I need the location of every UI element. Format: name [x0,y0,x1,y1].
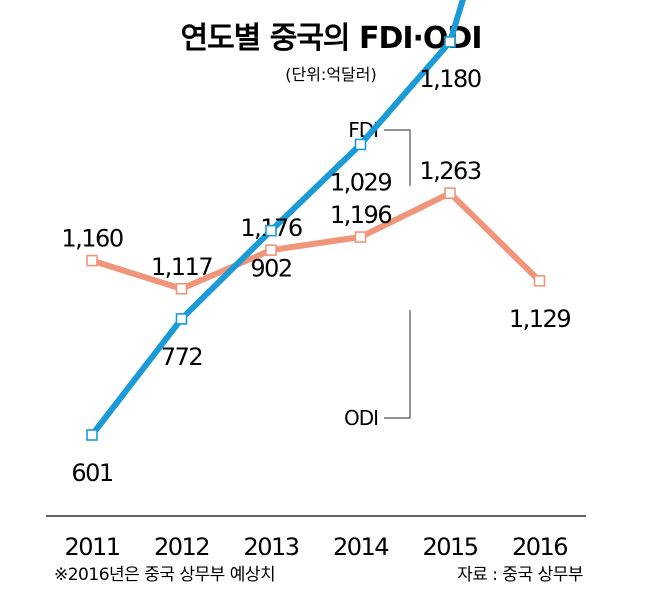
odi-series-line [89,0,466,438]
fdi-label-2011: 1,160 [61,225,122,253]
x-axis-ticks: 2011 2012 2013 2014 2015 2016 [64,533,568,561]
fdi-series-line [89,190,543,292]
odi-legend-label: ODI [344,406,378,430]
fdi-point-2014 [354,231,367,243]
x-tick-label-2013: 2013 [243,533,298,561]
fdi-legend-bracket [384,129,411,186]
footnote: ※2016년은 중국 상무부 예상치 [54,565,275,585]
odi-label-2011: 601 [71,459,113,487]
fdi-point-2016 [533,275,546,287]
x-tick-label-2012: 2012 [154,533,209,561]
odi-point-2011 [86,429,98,441]
x-tick-label-2016: 2016 [512,533,567,561]
fdi-point-2015 [444,187,456,199]
odi-label-2014: 1,029 [330,168,391,196]
odi-point-2012 [175,313,188,325]
fdi-label-2012: 1,117 [151,253,212,281]
plot-area: 1,1601,1171,1761,1961,2631,1296017729021… [61,0,572,487]
odi-label-2013: 902 [250,255,291,283]
source-note: 자료 : 중국 상무부 [457,565,583,585]
fdi-point-2011 [86,254,98,267]
chart-subtitle: (단위:억달러) [285,65,376,84]
x-tick-label-2014: 2014 [333,533,388,561]
legend: FDI ODI [344,118,411,430]
odi-point-2013 [265,224,277,237]
x-tick-label-2011: 2011 [64,533,119,561]
odi-legend-bracket [384,310,411,419]
fdi-point-2012 [175,282,188,295]
fdi-point-2013 [265,244,277,256]
fdi-label-2016: 1,129 [509,305,570,333]
odi-point-2014 [354,138,367,151]
fdi-label-2014: 1,196 [330,201,391,229]
odi-label-2015: 1,180 [419,65,480,93]
chart-title: 연도별 중국의 FDI·ODI [180,21,481,56]
odi-point-2015 [444,36,456,48]
odi-label-2012: 772 [161,343,202,371]
fdi-label-2015: 1,263 [419,157,480,185]
x-tick-label-2015: 2015 [422,533,477,561]
